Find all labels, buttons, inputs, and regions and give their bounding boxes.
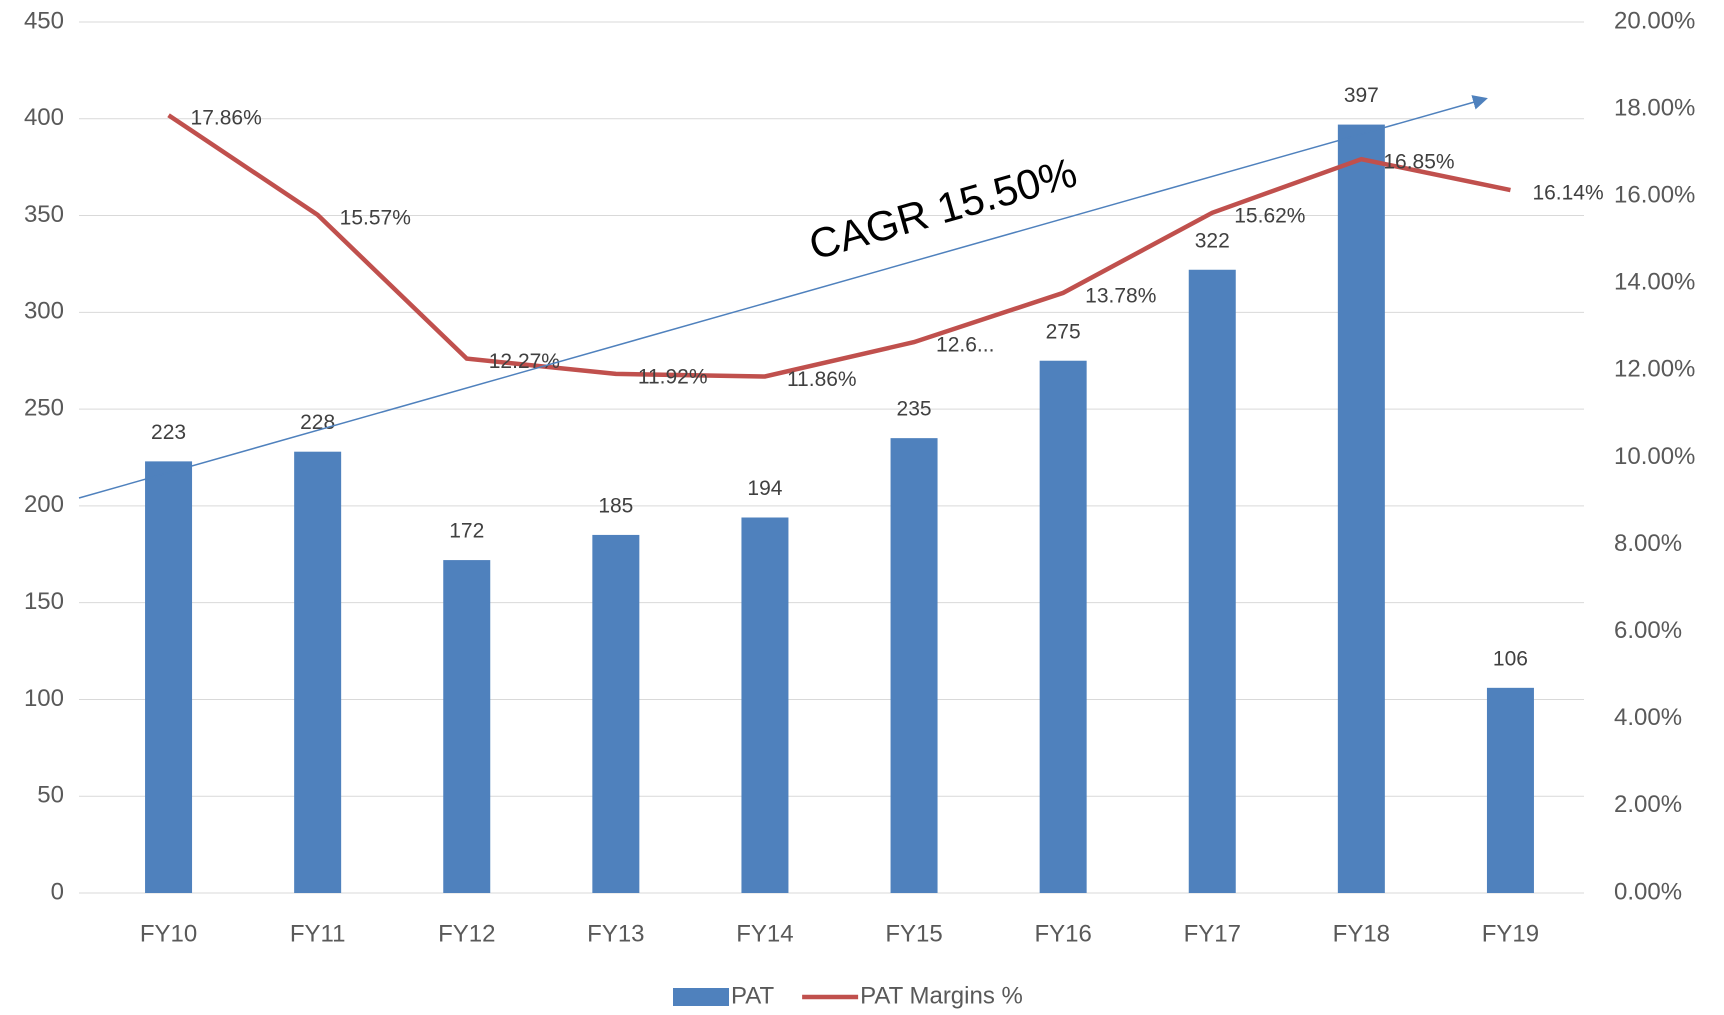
x-tick-label: FY16	[1034, 920, 1091, 947]
bar	[1338, 125, 1385, 893]
line-label: 12.27%	[489, 350, 560, 373]
y-tick-label: 200	[24, 491, 64, 518]
line-label: 11.92%	[638, 365, 708, 388]
line-label: 12.6...	[936, 334, 994, 357]
line-label: 13.78%	[1085, 284, 1156, 307]
bar	[592, 535, 639, 893]
x-tick-label: FY11	[290, 920, 346, 947]
bar-label: 235	[897, 398, 932, 421]
bar-label: 275	[1046, 320, 1081, 343]
bar	[1040, 361, 1087, 893]
cagr-annotation: CAGR 15.50%	[804, 148, 1082, 268]
y2-tick-label: 10.00%	[1614, 443, 1695, 470]
x-tick-label: FY15	[885, 920, 942, 947]
bar-label: 322	[1195, 229, 1230, 252]
y2-tick-label: 14.00%	[1614, 269, 1695, 296]
bar-label: 172	[449, 520, 484, 543]
line-label: 16.14%	[1532, 182, 1603, 205]
x-tick-label: FY12	[438, 920, 495, 947]
y-tick-label: 250	[24, 394, 64, 421]
x-tick-label: FY10	[140, 920, 197, 947]
x-tick-label: FY14	[736, 920, 793, 947]
y-tick-label: 450	[24, 7, 64, 34]
bar-label: 194	[747, 477, 782, 500]
line-label: 11.86%	[787, 368, 857, 391]
bar-label: 106	[1493, 647, 1528, 670]
x-tick-label: FY19	[1482, 920, 1539, 947]
cagr-arrow	[79, 99, 1485, 498]
bar	[1487, 688, 1534, 893]
bar-label: 397	[1344, 84, 1379, 107]
y2-tick-label: 20.00%	[1614, 7, 1695, 34]
y2-tick-label: 8.00%	[1614, 530, 1682, 557]
y2-tick-label: 18.00%	[1614, 94, 1695, 121]
bar	[443, 560, 490, 893]
y-tick-label: 400	[24, 104, 64, 131]
y2-tick-label: 0.00%	[1614, 878, 1682, 905]
y-tick-label: 100	[24, 685, 64, 712]
y-tick-label: 150	[24, 588, 64, 615]
y2-tick-label: 16.00%	[1614, 182, 1695, 209]
y2-tick-label: 2.00%	[1614, 791, 1682, 818]
y2-tick-label: 6.00%	[1614, 617, 1682, 644]
bar	[1189, 270, 1236, 893]
line-label: 15.57%	[340, 206, 411, 229]
bar	[145, 461, 192, 893]
line-label: 16.85%	[1383, 151, 1454, 174]
y-tick-label: 0	[51, 878, 64, 905]
chart: 0 50 100 150 200 250 300 350 400 450 0.00% 2.00% 4.0…	[0, 0, 1724, 1015]
x-tick-label: FY17	[1184, 920, 1241, 947]
legend-label: PAT	[731, 982, 774, 1009]
y2-tick-label: 4.00%	[1614, 704, 1682, 731]
legend-label: PAT Margins %	[860, 982, 1023, 1009]
y-tick-label: 50	[37, 782, 64, 809]
bar-label: 223	[151, 421, 186, 444]
x-tick-label: FY18	[1333, 920, 1390, 947]
y-tick-label: 350	[24, 201, 64, 228]
y-tick-label: 300	[24, 298, 64, 325]
legend-swatch	[673, 988, 729, 1006]
bar	[891, 438, 938, 893]
bar	[741, 518, 788, 893]
x-tick-label: FY13	[587, 920, 644, 947]
bar	[294, 452, 341, 893]
line-label: 17.86%	[191, 107, 262, 130]
bar-label: 185	[598, 494, 633, 517]
y2-tick-label: 12.00%	[1614, 356, 1695, 383]
line-label: 15.62%	[1234, 204, 1305, 227]
